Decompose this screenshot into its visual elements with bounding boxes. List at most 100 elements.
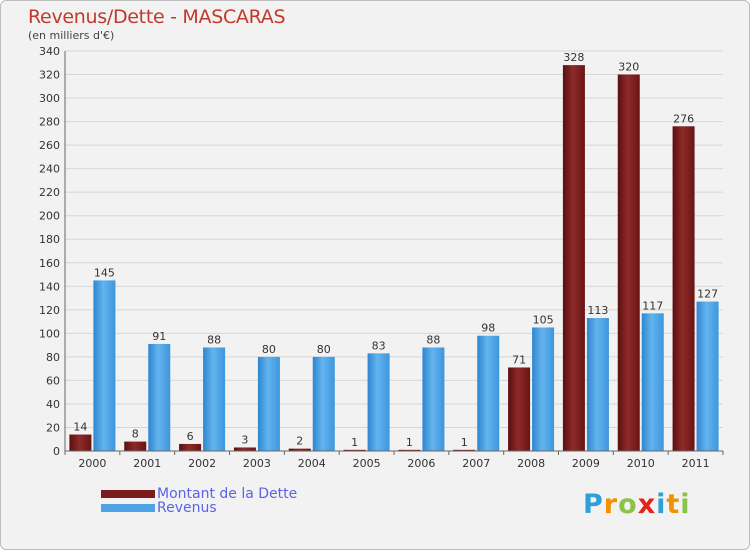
bar-dette xyxy=(562,65,585,451)
data-label-dette: 3 xyxy=(241,433,248,446)
x-tick-label: 2010 xyxy=(627,457,655,470)
plot-area xyxy=(65,51,723,451)
y-tick-label: 220 xyxy=(39,186,60,199)
chart-subtitle: (en milliers d'€) xyxy=(28,29,115,42)
bar-revenus xyxy=(422,347,445,451)
data-label-dette: 2 xyxy=(296,435,303,448)
bar-dette xyxy=(179,443,202,451)
bar-dette xyxy=(672,126,695,451)
logo-letter: i xyxy=(680,489,691,520)
y-tick-label: 340 xyxy=(39,45,60,58)
y-tick-label: 140 xyxy=(39,280,60,293)
data-label-revenus: 88 xyxy=(426,333,440,346)
y-tick-label: 20 xyxy=(46,421,60,434)
bar-dette xyxy=(453,449,476,451)
bar-dette xyxy=(508,367,531,451)
legend-swatch-dette xyxy=(101,490,155,498)
data-label-revenus: 117 xyxy=(642,299,663,312)
x-tick-label: 2007 xyxy=(462,457,490,470)
bar-revenus xyxy=(696,301,719,451)
grid-layer xyxy=(65,50,723,451)
x-tick-label: 2004 xyxy=(298,457,326,470)
bar-dette xyxy=(233,447,256,451)
data-label-dette: 14 xyxy=(73,421,87,434)
y-tick-label: 120 xyxy=(39,304,60,317)
legend-swatch-revenus xyxy=(101,504,155,512)
bar-revenus xyxy=(641,313,664,451)
y-tick-label: 160 xyxy=(39,257,60,270)
y-tick-label: 240 xyxy=(39,163,60,176)
data-label-revenus: 91 xyxy=(152,330,166,343)
y-tick-label: 300 xyxy=(39,92,60,105)
data-label-revenus: 80 xyxy=(317,343,331,356)
legend-item-dette: Montant de la Dette xyxy=(101,487,297,501)
bar-revenus xyxy=(203,347,226,451)
logo-letter: x xyxy=(637,489,657,520)
bar-revenus xyxy=(477,335,500,451)
bars-layer: 14 145 8 91 6 88 3 80 2 80 1 83 1 88 1 98 71 105 328 113 320… xyxy=(69,51,719,451)
legend: Montant de la Dette Revenus xyxy=(101,487,297,515)
bar-dette xyxy=(343,449,366,451)
y-tick-label: 80 xyxy=(46,351,60,364)
x-tick-label: 2006 xyxy=(407,457,435,470)
data-label-dette: 328 xyxy=(563,51,584,64)
data-label-revenus: 88 xyxy=(207,333,221,346)
logo-letter: t xyxy=(666,489,681,520)
y-tick-label: 40 xyxy=(46,398,60,411)
data-label-dette: 71 xyxy=(512,353,526,366)
data-label-dette: 6 xyxy=(187,430,194,443)
data-label-revenus: 80 xyxy=(262,343,276,356)
bar-dette xyxy=(69,434,92,451)
axis-layer: 0204060801001201401601802002202402602803… xyxy=(39,45,724,470)
x-tick-label: 2005 xyxy=(353,457,381,470)
x-tick-label: 2001 xyxy=(133,457,161,470)
data-label-revenus: 127 xyxy=(697,288,718,301)
y-tick-label: 200 xyxy=(39,210,60,223)
logo-letter: o xyxy=(618,489,638,520)
data-label-revenus: 83 xyxy=(372,339,386,352)
x-tick-label: 2000 xyxy=(78,457,106,470)
bar-revenus xyxy=(148,343,171,451)
bar-revenus xyxy=(312,356,335,451)
data-label-revenus: 98 xyxy=(481,322,495,335)
data-label-dette: 1 xyxy=(406,436,413,449)
bar-revenus xyxy=(257,356,280,451)
data-label-dette: 276 xyxy=(673,112,694,125)
data-label-dette: 1 xyxy=(351,436,358,449)
bar-revenus xyxy=(586,318,609,451)
y-tick-label: 260 xyxy=(39,139,60,152)
data-label-dette: 8 xyxy=(132,428,139,441)
x-tick-label: 2009 xyxy=(572,457,600,470)
legend-label-dette: Montant de la Dette xyxy=(157,486,298,502)
bar-revenus xyxy=(93,280,116,451)
y-tick-label: 100 xyxy=(39,327,60,340)
data-label-dette: 1 xyxy=(461,436,468,449)
bar-revenus xyxy=(367,353,390,451)
y-tick-label: 280 xyxy=(39,116,60,129)
y-tick-label: 0 xyxy=(53,445,60,458)
chart-title: Revenus/Dette - MASCARAS xyxy=(28,6,286,28)
bar-dette xyxy=(124,441,147,451)
data-label-revenus: 113 xyxy=(587,304,608,317)
bar-revenus xyxy=(532,327,555,451)
x-tick-label: 2008 xyxy=(517,457,545,470)
bar-dette xyxy=(288,448,311,451)
logo-letter: P xyxy=(583,489,604,520)
x-tick-label: 2011 xyxy=(682,457,710,470)
logo-letter: r xyxy=(603,489,619,520)
data-label-revenus: 145 xyxy=(94,266,115,279)
y-tick-label: 60 xyxy=(46,374,60,387)
x-tick-label: 2003 xyxy=(243,457,271,470)
logo-letter: i xyxy=(656,489,667,520)
x-tick-label: 2002 xyxy=(188,457,216,470)
legend-item-revenus: Revenus xyxy=(101,501,297,515)
bar-dette xyxy=(398,449,421,451)
data-label-revenus: 105 xyxy=(533,313,554,326)
y-tick-label: 180 xyxy=(39,233,60,246)
bar-dette xyxy=(617,74,640,451)
proxiti-logo: Proxiti xyxy=(583,489,691,520)
legend-label-revenus: Revenus xyxy=(157,500,217,516)
y-tick-label: 320 xyxy=(39,69,60,82)
